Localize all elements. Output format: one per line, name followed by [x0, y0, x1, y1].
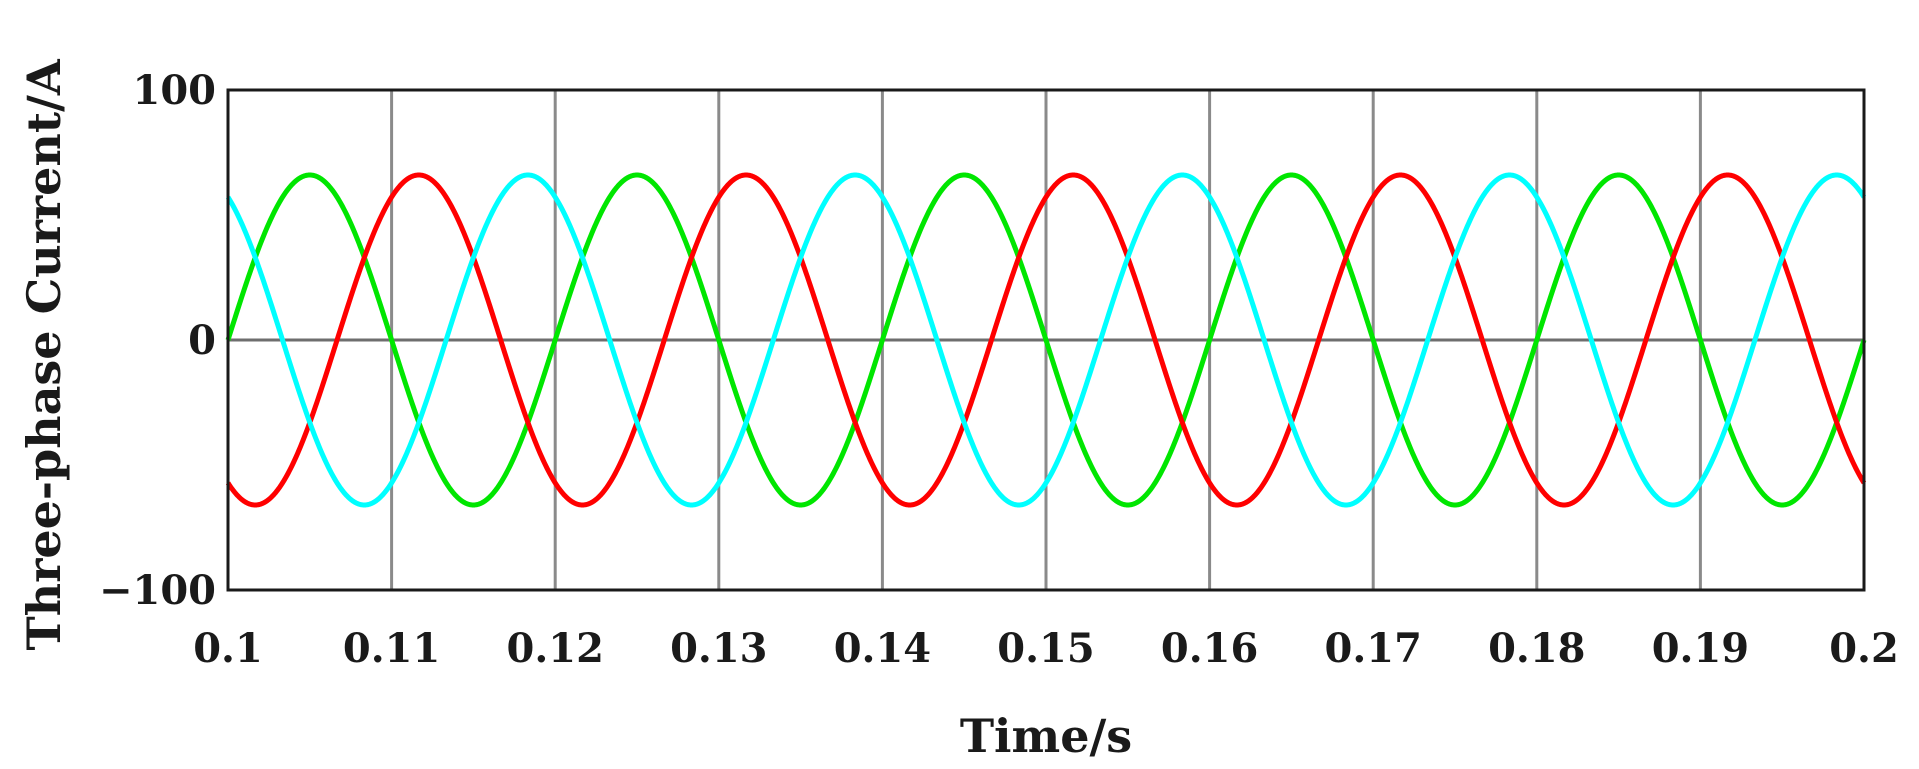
- x-tick-label: 0.11: [343, 625, 440, 672]
- x-tick-label: 0.2: [1829, 625, 1899, 672]
- x-tick-label: 0.13: [670, 625, 767, 672]
- y-tick-label: 100: [133, 67, 217, 114]
- series-lines: [225, 172, 1867, 508]
- x-tick-label: 0.14: [834, 625, 931, 672]
- y-axis-label: Three-phase Current/A: [17, 58, 71, 650]
- x-tick-label: 0.17: [1324, 625, 1421, 672]
- x-axis-label: Time/s: [960, 709, 1132, 763]
- series-line-3: [225, 172, 1867, 508]
- x-tick-label: 0.15: [997, 625, 1094, 672]
- x-tick-labels: 0.1 0.11 0.12 0.13 0.14 0.15 0.16 0.17 0.18 0.19 0…: [193, 625, 1899, 672]
- series-line-2: [225, 172, 1867, 508]
- x-tick-label: 0.18: [1488, 625, 1585, 672]
- series-line-1: [225, 172, 1867, 508]
- plot-frame: [226, 88, 1866, 592]
- x-tick-label: 0.19: [1652, 625, 1749, 672]
- y-tick-label: 0: [188, 317, 216, 364]
- y-tick-labels: 100 0 −100: [99, 67, 216, 614]
- x-tick-label: 0.16: [1161, 625, 1258, 672]
- x-tick-label: 0.12: [506, 625, 603, 672]
- x-tick-label: 0.1: [193, 625, 263, 672]
- y-tick-label: −100: [99, 567, 216, 614]
